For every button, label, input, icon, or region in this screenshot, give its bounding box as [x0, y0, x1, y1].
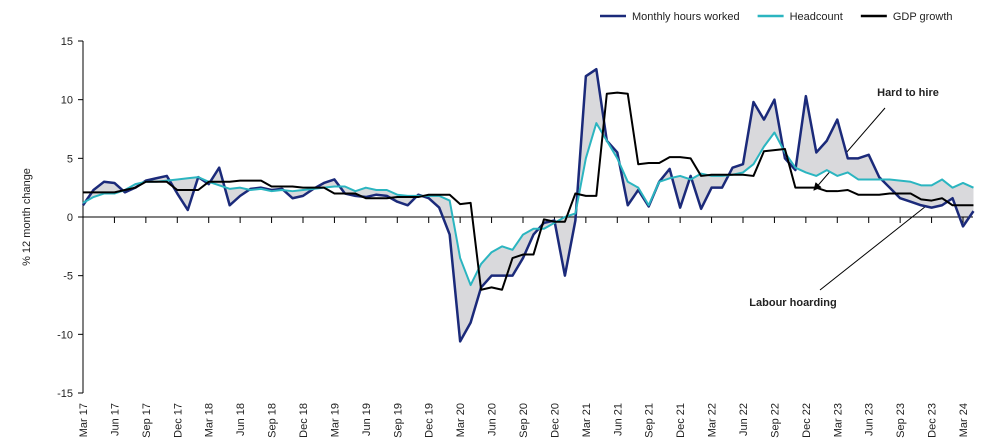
x-tick-label: Jun 23	[864, 403, 876, 436]
y-tick-label: 10	[61, 95, 73, 107]
annotation-arrow	[813, 107, 886, 191]
y-tick-label: 0	[67, 212, 73, 224]
x-tick-label: Jun 19	[361, 403, 373, 436]
x-tick-label: Dec 22	[801, 403, 813, 438]
x-tick-label: Sep 18	[267, 403, 279, 438]
x-tick-label: Jun 20	[487, 403, 499, 436]
series-line	[82, 122, 974, 287]
x-tick-label: Mar 18	[204, 403, 216, 437]
x-tick-label: Sep 22	[769, 403, 781, 438]
x-tick-label: Sep 21	[644, 403, 656, 438]
x-tick-label: Mar 21	[581, 403, 593, 437]
x-tick-label: Mar 17	[78, 403, 90, 437]
x-tick-label: Mar 20	[455, 403, 467, 437]
legend-label: GDP growth	[893, 11, 953, 23]
y-tick-label: -10	[57, 329, 73, 341]
x-tick-label: Dec 17	[172, 403, 184, 438]
x-tick-label: Sep 17	[141, 403, 153, 438]
x-tick-label: Dec 20	[549, 403, 561, 438]
x-tick-label: Dec 23	[927, 403, 939, 438]
x-tick-label: Mar 19	[329, 403, 341, 437]
x-tick-label: Sep 20	[518, 403, 530, 438]
annotation: Hard to hire	[877, 87, 939, 99]
x-tick-label: Sep 23	[895, 403, 907, 438]
x-tick-label: Dec 19	[424, 403, 436, 438]
x-tick-label: Jun 17	[109, 403, 121, 436]
legend-label: Headcount	[790, 11, 843, 23]
y-tick-label: -15	[57, 388, 73, 400]
x-tick-label: Mar 23	[832, 403, 844, 437]
legend-label: Monthly hours worked	[632, 11, 740, 23]
x-tick-label: Mar 22	[707, 403, 719, 437]
annotation-arrow	[819, 194, 941, 291]
y-tick-label: -5	[63, 271, 73, 283]
series-line	[81, 67, 975, 343]
gap-shade	[83, 69, 974, 342]
x-tick-label: Sep 19	[392, 403, 404, 438]
x-tick-label: Jun 18	[235, 403, 247, 436]
y-axis-label: % 12 month change	[21, 168, 33, 266]
y-tick-label: 5	[67, 153, 73, 165]
y-tick-label: 15	[61, 36, 73, 48]
x-tick-label: Jun 21	[612, 403, 624, 436]
x-tick-label: Dec 18	[298, 403, 310, 438]
x-tick-label: Mar 24	[958, 403, 970, 437]
x-tick-label: Dec 21	[675, 403, 687, 438]
series-line	[83, 91, 974, 291]
x-tick-label: Jun 22	[738, 403, 750, 436]
annotation: Labour hoarding	[749, 297, 836, 309]
